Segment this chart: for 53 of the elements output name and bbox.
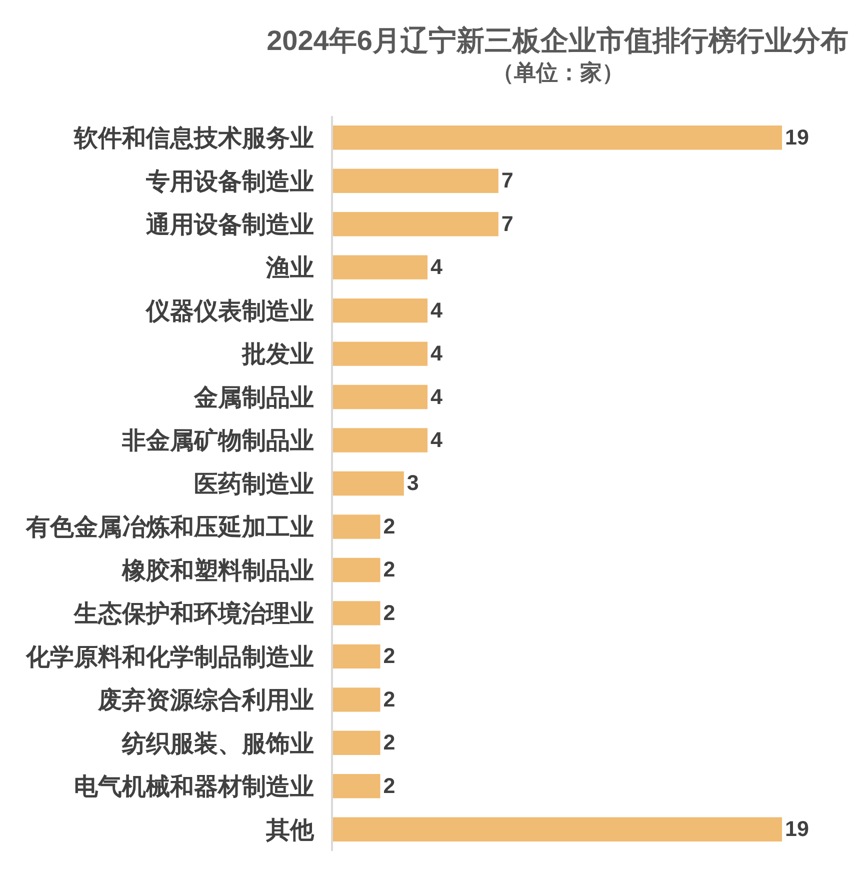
y-tick-label: 通用设备制造业 (145, 211, 314, 238)
y-tick-label: 生态保护和环境治理业 (73, 600, 314, 628)
data-label: 7 (501, 212, 514, 236)
y-tick-label: 软件和信息技术服务业 (73, 125, 314, 152)
bar (333, 212, 498, 236)
data-label: 7 (501, 168, 514, 193)
bar (333, 428, 428, 452)
bar (333, 342, 428, 366)
data-label: 2 (383, 600, 396, 625)
data-label: 19 (785, 817, 809, 842)
bar (333, 817, 782, 842)
data-label: 4 (430, 384, 443, 409)
data-label: 2 (383, 558, 396, 582)
bar (333, 774, 380, 798)
data-label: 2 (383, 774, 396, 798)
bar (333, 514, 380, 539)
y-tick-label: 渔业 (265, 254, 314, 282)
data-label: 4 (430, 255, 443, 280)
bar (333, 688, 380, 712)
bar (333, 384, 428, 410)
data-label: 2 (383, 514, 396, 538)
data-label: 19 (785, 125, 809, 150)
y-tick-label: 橡胶和塑料制品业 (121, 556, 314, 584)
y-tick-label: 有色金属冶炼和压延加工业 (25, 514, 314, 542)
chart-subtitle: （单位：家） (492, 60, 624, 85)
y-tick-label: 其他 (265, 816, 316, 844)
y-tick-label: 批发业 (241, 341, 314, 368)
y-tick-label: 仪器仪表制造业 (145, 298, 314, 325)
y-tick-label: 化学原料和化学制品制造业 (25, 644, 314, 671)
chart-title: 2024年6月辽宁新三板企业市值排行榜行业分布 (266, 24, 848, 56)
data-label: 2 (383, 730, 396, 755)
data-label: 4 (430, 428, 443, 452)
bar (333, 558, 380, 582)
y-tick-label: 非金属矿物制品业 (121, 428, 314, 455)
y-tick-label: 纺织服装、服饰业 (121, 730, 314, 758)
data-label: 3 (406, 471, 419, 496)
bar (333, 601, 380, 626)
bar (333, 730, 380, 756)
data-label: 2 (383, 644, 396, 668)
bar (333, 644, 380, 669)
y-tick-label: 专用设备制造业 (145, 168, 314, 196)
bar (333, 471, 404, 496)
bar (333, 298, 428, 323)
data-label: 4 (430, 298, 443, 322)
y-tick-label: 电气机械和器材制造业 (74, 774, 314, 801)
y-tick-label: 废弃资源综合利用业 (97, 686, 314, 714)
y-tick-label: 金属制品业 (193, 384, 314, 412)
bar (333, 255, 428, 280)
data-label: 4 (430, 342, 443, 366)
data-label: 2 (383, 687, 396, 712)
bar (333, 168, 498, 193)
bar (333, 126, 782, 150)
y-tick-label: 医药制造业 (194, 470, 314, 498)
